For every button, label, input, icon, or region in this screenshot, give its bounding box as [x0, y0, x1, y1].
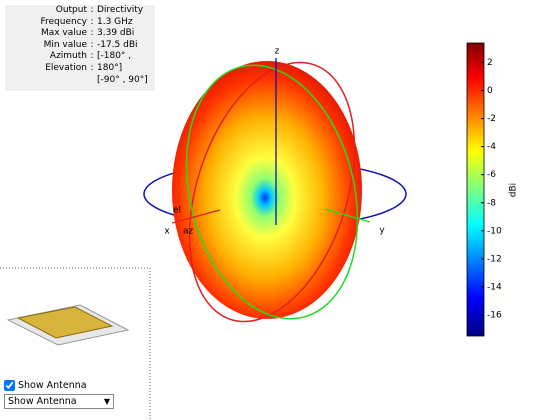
info-row: Azimuth: [-180° , — [5, 51, 155, 63]
info-value: Directivity — [97, 5, 144, 15]
info-row: Max value:3.39 dBi — [5, 28, 155, 40]
axis-label: el — [173, 206, 181, 216]
info-row: Elevation:180°] — [5, 63, 155, 75]
elevation-ring — [188, 61, 356, 323]
separator: : — [90, 51, 94, 62]
axis-label: x — [164, 227, 170, 237]
colorbar-tick-label: -14 — [487, 282, 502, 292]
colorbar-tick-label: -2 — [487, 114, 496, 124]
info-panel: Output: Directivity Frequency:1.3 GHz Max v… — [5, 5, 155, 91]
info-row: Frequency:1.3 GHz — [5, 17, 155, 29]
info-label: Elevation — [45, 62, 87, 73]
colorbar-tick-label: 2 — [487, 58, 493, 68]
separator: : — [90, 62, 94, 73]
axis-label: y — [379, 226, 385, 236]
separator: : — [90, 5, 94, 15]
info-label: Output — [55, 5, 87, 15]
info-label: Azimuth — [49, 51, 87, 62]
x-axis — [171, 209, 221, 224]
axis-label: z — [275, 47, 280, 57]
checkbox-input[interactable] — [4, 380, 15, 391]
info-row: [-90° , 90°] — [5, 75, 155, 87]
info-value: [-180° , — [97, 51, 132, 62]
separator: : — [90, 16, 94, 27]
colorbar-label: dBi — [509, 183, 519, 197]
info-label: Min value — [43, 39, 87, 50]
info-label: Frequency — [40, 16, 88, 27]
info-value: -17.5 dBi — [97, 39, 138, 50]
info-value: [-90° , 90°] — [97, 74, 148, 85]
y-axis — [324, 208, 371, 223]
info-row: Min value: -17.5 dBi — [5, 40, 155, 52]
info-value: 180°] — [97, 62, 123, 73]
colorbar-tick-label: -10 — [487, 226, 502, 236]
pattern-sphere — [172, 61, 362, 319]
colorbar — [466, 42, 485, 337]
checkbox[interactable]: Show Antenna — [4, 380, 114, 391]
colorbar-tick-label: -8 — [487, 198, 496, 208]
checkbox-label: Show Antenna — [18, 380, 87, 391]
info-row: Output: Directivity — [5, 5, 155, 17]
elevation-ring — [185, 64, 359, 320]
info-value: 1.3 GHz — [97, 16, 133, 27]
antenna-patch — [16, 306, 114, 339]
separator: : — [90, 28, 94, 39]
dropdown-value: Show Antenna — [8, 396, 77, 407]
colorbar-tick-label: -16 — [487, 310, 502, 320]
colorbar-tick-label: -4 — [487, 142, 496, 152]
colorbar-tick-label: -6 — [487, 170, 496, 180]
colorbar-tick-label: 0 — [487, 86, 493, 96]
colorbar-tick-label: -12 — [487, 254, 502, 264]
antenna-frame — [0, 267, 151, 420]
info-label: Max value — [40, 28, 87, 39]
separator: : — [90, 39, 94, 50]
axis-label: az — [183, 227, 194, 237]
dropdown[interactable]: Show Antenna ▼ — [4, 394, 114, 409]
controls: Show Antenna Show Antenna ▼ — [4, 380, 114, 409]
info-value: 3.39 dBi — [97, 28, 135, 39]
